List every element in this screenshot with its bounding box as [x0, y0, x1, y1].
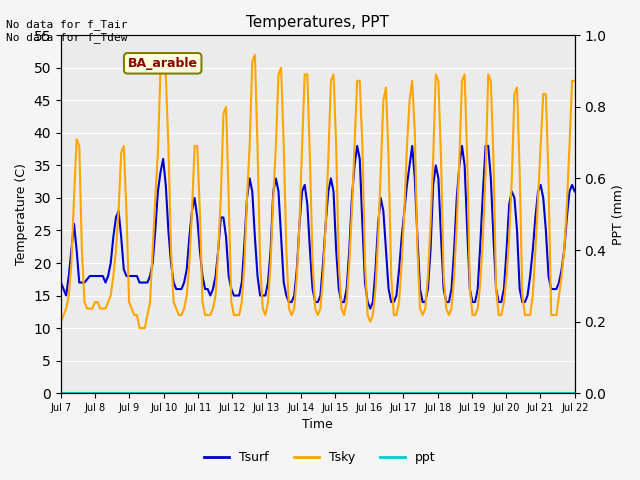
Line: Tsky: Tsky: [61, 55, 575, 328]
Tsky: [571, 78, 579, 84]
Text: No data for f_Tair
No data for f_Tdew: No data for f_Tair No data for f_Tdew: [6, 19, 128, 43]
Tsurf: [68, 247, 76, 253]
X-axis label: Time: Time: [303, 419, 333, 432]
Tsurf: [57, 280, 65, 286]
Y-axis label: PPT (mm): PPT (mm): [612, 184, 625, 245]
Tsky: [526, 312, 534, 318]
ppt: [73, 390, 81, 396]
Tsurf: [427, 247, 435, 253]
Tsky: [57, 319, 65, 324]
ppt: [571, 390, 579, 396]
ppt: [146, 390, 154, 396]
ppt: [521, 390, 529, 396]
Tsurf: [73, 247, 81, 253]
Tsurf: [526, 273, 534, 279]
ppt: [422, 390, 429, 396]
Tsurf: [167, 260, 175, 266]
Tsurf: [146, 273, 154, 279]
Tsky: [73, 136, 81, 142]
ppt: [57, 390, 65, 396]
ppt: [68, 390, 76, 396]
Tsky: [68, 260, 76, 266]
ppt: [167, 390, 175, 396]
Tsky: [170, 299, 177, 305]
Tsky: [427, 221, 435, 227]
Title: Temperatures, PPT: Temperatures, PPT: [246, 15, 389, 30]
Tsky: [251, 52, 259, 58]
Legend: Tsurf, Tsky, ppt: Tsurf, Tsky, ppt: [199, 446, 441, 469]
Y-axis label: Temperature (C): Temperature (C): [15, 163, 28, 265]
Tsurf: [571, 189, 579, 194]
Tsurf: [367, 306, 374, 312]
Tsky: [149, 247, 157, 253]
Line: Tsurf: Tsurf: [61, 146, 575, 309]
Text: BA_arable: BA_arable: [128, 57, 198, 70]
Tsurf: [353, 143, 361, 149]
Tsky: [136, 325, 143, 331]
